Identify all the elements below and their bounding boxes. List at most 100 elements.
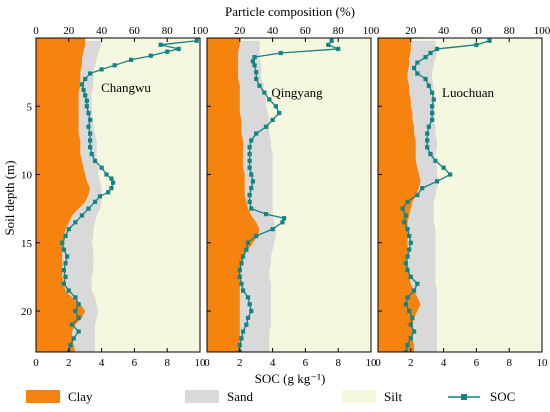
soc-point: [239, 281, 244, 286]
soc-point: [426, 83, 431, 88]
soc-point: [411, 288, 417, 293]
soc-point: [84, 104, 89, 109]
top-tick-label: 80: [162, 25, 174, 37]
soc-point: [73, 308, 78, 314]
soc-point: [60, 240, 65, 245]
soc-point: [109, 186, 114, 191]
soc-point: [434, 46, 440, 52]
panel-luochuan: Luochuan 20 40 60 80 100 0 2 4 6 8 10: [375, 25, 550, 369]
top-tick-label: 40: [267, 25, 279, 37]
clay-area: [378, 38, 421, 352]
soc-point: [405, 199, 410, 204]
soc-point: [267, 97, 272, 102]
soc-point: [86, 206, 91, 211]
soc-point: [428, 50, 433, 56]
soc-point: [247, 165, 252, 170]
soc-point: [434, 179, 440, 184]
soc-point: [402, 220, 407, 225]
top-tick-label: 80: [333, 25, 345, 37]
soc-point: [61, 267, 66, 273]
top-tick-label: 100: [534, 25, 550, 37]
soc-point: [247, 145, 252, 150]
legend-label: Silt: [384, 389, 402, 404]
soc-point: [415, 192, 420, 198]
soc-point: [61, 247, 66, 252]
panel-label: Luochuan: [442, 85, 494, 100]
soc-point: [237, 343, 242, 348]
soc-point: [76, 315, 81, 320]
soc-point: [249, 186, 254, 191]
soc-point: [88, 138, 93, 143]
soc-point: [407, 308, 412, 314]
soc-point: [110, 180, 116, 185]
soc-point: [423, 76, 428, 82]
soc-point: [92, 158, 98, 163]
soc-point: [245, 315, 251, 320]
bottom-tick-label: 2: [66, 357, 72, 369]
legend-item-clay: Clay: [26, 389, 93, 404]
soc-point: [148, 53, 153, 58]
soc-point: [250, 59, 256, 64]
soc-point: [408, 336, 413, 341]
panel-label: Qingyang: [271, 85, 323, 100]
soc-point: [425, 145, 430, 150]
top-tick-label: 60: [300, 25, 312, 37]
soc-point: [109, 176, 114, 181]
soc-point: [407, 233, 412, 239]
soc-point: [240, 254, 246, 259]
soc-point: [106, 190, 111, 195]
soc-point: [76, 329, 81, 334]
panel-qingyang: Qingyang 20 40 60 80 100 0 2 4 6 8 10: [204, 25, 380, 369]
bottom-tick-label: 0: [204, 357, 210, 369]
legend-marker: [461, 394, 467, 400]
soc-point: [240, 288, 246, 293]
top-tick-label: 20: [63, 25, 75, 37]
soc-point: [79, 213, 85, 218]
soc-point: [249, 308, 254, 314]
soc-point: [249, 206, 254, 211]
bottom-tick-label: 6: [474, 357, 480, 369]
soc-point: [66, 288, 71, 293]
soc-point: [329, 38, 334, 43]
soc-point: [410, 315, 415, 320]
soc-point: [99, 165, 104, 170]
y-tick-label: 20: [21, 306, 33, 318]
soc-point: [270, 117, 275, 123]
soc-point: [158, 42, 163, 47]
legend-item-sand: Sand: [185, 389, 254, 404]
soc-point: [86, 124, 91, 129]
soc-point: [63, 274, 68, 280]
soc-point: [247, 302, 252, 307]
bottom-tick-label: 4: [441, 357, 447, 369]
top-tick-label: 100: [363, 25, 380, 37]
soc-point: [244, 322, 249, 327]
soc-point: [76, 302, 81, 307]
x-axis-label: SOC (g kg⁻¹): [255, 371, 326, 386]
soc-point: [415, 60, 420, 65]
soc-point: [405, 254, 410, 259]
bottom-tick-label: 10: [195, 357, 207, 369]
soc-point: [252, 63, 257, 68]
soc-point: [249, 138, 254, 143]
soc-point: [237, 274, 242, 280]
soc-point: [425, 131, 430, 136]
top-tick-label: 20: [405, 25, 417, 37]
clay-area: [207, 38, 260, 352]
soc-point: [278, 50, 283, 56]
soc-point: [403, 261, 408, 266]
soc-point: [194, 38, 199, 43]
bottom-tick-label: 4: [99, 357, 105, 369]
bottom-tick-label: 0: [375, 357, 381, 369]
soc-point: [245, 240, 251, 245]
soc-point: [88, 117, 93, 123]
soc-point: [84, 98, 89, 103]
soc-point: [73, 295, 78, 300]
soc-point: [423, 55, 428, 60]
soc-point: [326, 42, 331, 47]
soc-point: [239, 336, 244, 341]
soc-point: [474, 42, 479, 47]
legend-label: SOC: [490, 389, 515, 404]
soc-point: [83, 93, 88, 98]
legend-item-soc: SOC: [448, 389, 515, 404]
